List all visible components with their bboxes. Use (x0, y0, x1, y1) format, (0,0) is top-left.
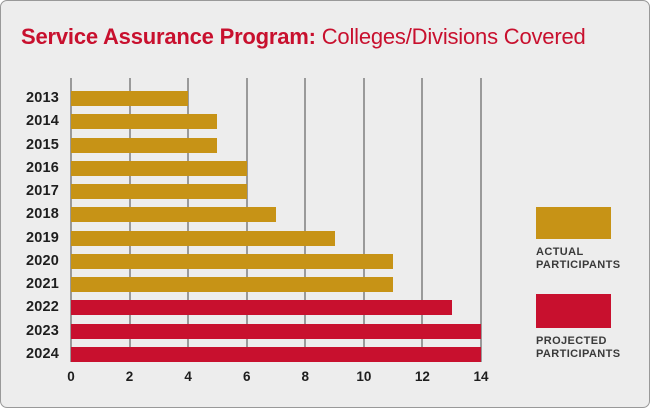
gridline-8 (304, 78, 307, 362)
x-axis-label-4: 4 (184, 369, 192, 384)
gridline-14 (480, 78, 482, 362)
x-axis-label-0: 0 (67, 369, 75, 384)
bar-row-2018 (71, 207, 481, 223)
x-axis-label-14: 14 (473, 369, 489, 384)
y-axis-label-2016: 2016 (25, 159, 59, 176)
gridline-12 (421, 78, 424, 362)
bar-row-2024 (71, 346, 481, 362)
bar-row-2015 (71, 137, 481, 153)
y-axis-label-2020: 2020 (25, 252, 59, 269)
y-axis-label-2019: 2019 (25, 229, 59, 246)
x-axis-label-2: 2 (125, 369, 134, 384)
chart-title: Service Assurance Program: Colleges/Divi… (21, 24, 586, 50)
y-axis-label-2024: 2024 (25, 345, 59, 362)
y-axis-label-2018: 2018 (25, 206, 59, 223)
y-axis-label-2014: 2014 (25, 113, 59, 130)
y-axis-labels: 2013 2014 2015 2016 2017 2018 2019 2020 2021 2022… (15, 91, 59, 362)
bar-row-2020 (71, 253, 481, 269)
bar-chart-plot (70, 78, 482, 362)
bar-2023 (71, 323, 481, 339)
x-axis-label-8: 8 (301, 369, 310, 384)
legend-item-actual: ACTUAL PARTICIPANTS (536, 207, 640, 272)
x-axis-label-12: 12 (414, 369, 430, 384)
bar-row-2013 (71, 91, 481, 106)
x-axis-label-10: 10 (356, 369, 372, 384)
bar-2015 (71, 137, 218, 153)
bar-2017 (71, 184, 247, 200)
bar-row-2019 (71, 230, 481, 246)
legend-label-actual: ACTUAL PARTICIPANTS (536, 246, 621, 271)
bar-2024 (71, 346, 481, 362)
bar-2020 (71, 253, 394, 269)
y-axis-label-2023: 2023 (25, 322, 59, 339)
x-axis-labels: 0 2 4 6 8 10 12 14 (67, 368, 488, 386)
bar-2019 (71, 230, 335, 246)
bar-row-2023 (71, 323, 481, 339)
legend-swatch-projected (536, 294, 611, 328)
bar-row-2016 (71, 160, 481, 176)
x-axis-label-6: 6 (242, 369, 251, 384)
bar-2014 (71, 114, 218, 130)
bar-2022 (71, 300, 452, 316)
gridline-10 (362, 78, 365, 362)
bar-row-2017 (71, 184, 481, 200)
legend-swatch-actual (536, 207, 611, 239)
chart-title-bold: Service Assurance Program: (21, 24, 316, 49)
bar-series (71, 91, 481, 362)
bar-2013 (71, 91, 189, 106)
y-axis-label-2017: 2017 (25, 183, 59, 200)
y-axis-label-2015: 2015 (25, 136, 59, 153)
y-axis-label-2022: 2022 (25, 299, 59, 316)
chart-title-regular: Colleges/Divisions Covered (315, 24, 586, 49)
y-axis-label-2013: 2013 (25, 90, 59, 106)
bar-row-2022 (71, 300, 481, 316)
y-axis-label-2021: 2021 (25, 276, 59, 293)
bar-2016 (71, 160, 247, 176)
bar-2018 (71, 207, 276, 223)
bar-row-2014 (71, 114, 481, 130)
bar-2021 (71, 277, 394, 293)
legend-item-projected: PROJECTED PARTICIPANTS (536, 294, 640, 361)
legend-label-projected: PROJECTED PARTICIPANTS (536, 335, 621, 360)
bar-row-2021 (71, 277, 481, 293)
